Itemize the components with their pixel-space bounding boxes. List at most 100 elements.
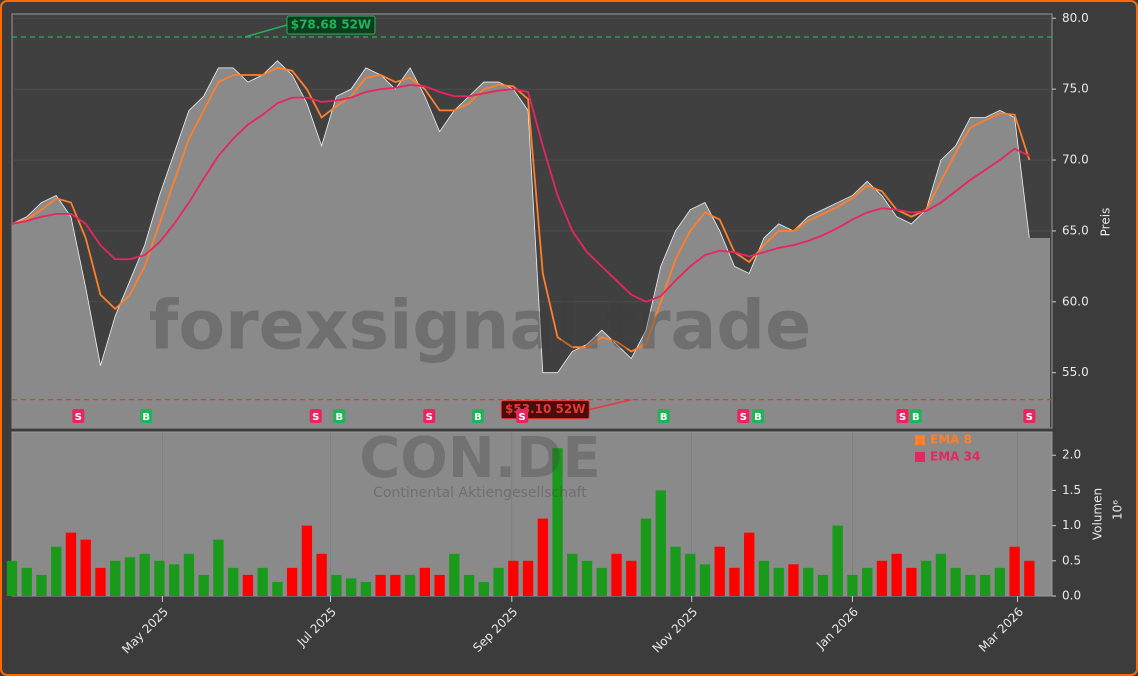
volume-bar [80, 539, 91, 596]
signal-marker [516, 409, 529, 423]
volume-bar [154, 560, 165, 596]
volume-bar [950, 567, 961, 596]
volume-bar [316, 553, 327, 596]
volume-bar [183, 553, 195, 596]
volume-bar [552, 448, 563, 596]
volume-bar [626, 560, 637, 596]
volume-bar [390, 574, 401, 596]
watermark-name: Continental Aktiengesellschaft [373, 485, 587, 501]
volume-bar [169, 564, 180, 596]
volume-bar [331, 574, 342, 596]
signal-marker [1023, 409, 1036, 423]
signal-label: S [75, 412, 82, 423]
volume-bar [906, 567, 917, 596]
signal-marker [657, 409, 670, 423]
y-axis-label: Preis [1099, 208, 1113, 237]
volume-bar [360, 581, 372, 596]
y-tick-label: 60.0 [1062, 294, 1089, 308]
volume-bar [51, 546, 62, 596]
signal-label: S [426, 412, 433, 423]
volume-bar [110, 560, 121, 596]
volume-bar [611, 553, 622, 596]
volume-bar [1024, 560, 1035, 596]
y-tick-label: 80.0 [1062, 11, 1089, 25]
volume-bar [257, 567, 268, 596]
volume-bar [729, 567, 740, 596]
volume-bar [965, 574, 976, 596]
y-tick-label: 70.0 [1062, 153, 1089, 167]
y-tick-label: 1.5 [1062, 483, 1081, 497]
volume-bar [478, 581, 489, 596]
signal-label: S [312, 412, 319, 423]
signal-label: S [519, 412, 526, 423]
ema-line [11, 83, 1030, 303]
y-tick-label: 75.0 [1062, 82, 1089, 96]
volume-bar [493, 567, 504, 596]
signal-label: B [912, 412, 920, 423]
volume-bar [832, 525, 843, 596]
volume-bar [744, 532, 755, 596]
signal-marker [333, 409, 346, 423]
volume-bar [862, 567, 873, 596]
annotation-arrow [244, 24, 288, 38]
legend-swatch [915, 435, 925, 445]
volume-bar [522, 560, 534, 596]
signal-label: B [660, 412, 668, 423]
volume-bar [21, 567, 32, 596]
volume-bar [803, 567, 814, 596]
y-axis-label: Volumen [1091, 488, 1105, 540]
volume-bar [375, 574, 386, 596]
y-tick-label: 0.0 [1062, 589, 1081, 603]
ema-line [11, 66, 1031, 353]
volume-bar [847, 574, 858, 596]
volume-bar [508, 560, 519, 596]
volume-bar [567, 553, 578, 596]
volume-bar [419, 567, 431, 596]
volume-bar [345, 578, 357, 596]
volume-bar [6, 560, 18, 596]
volume-bar [434, 574, 445, 596]
annotation-box [286, 15, 376, 35]
volume-bar [876, 560, 888, 596]
volume-bar [994, 567, 1006, 596]
volume-bar [95, 567, 106, 596]
volume-bar [670, 546, 681, 596]
volume-bar [213, 539, 224, 596]
area-fill [12, 60, 1050, 429]
volume-bar [655, 490, 666, 596]
volume-bar [581, 560, 593, 596]
volume-bar [449, 553, 460, 596]
y-tick-label: 2.0 [1062, 448, 1081, 462]
price-line [11, 60, 1030, 374]
volume-bar [242, 574, 254, 596]
signal-label: S [899, 412, 906, 423]
volume-bar [640, 518, 652, 596]
y-tick-label: 55.0 [1062, 365, 1089, 379]
volume-bar [817, 574, 829, 596]
volume-bar [65, 532, 77, 596]
signal-label: B [474, 412, 482, 423]
annotation-arrow [589, 398, 632, 411]
volume-bar [139, 553, 150, 596]
watermark: forexsignal.trade [149, 287, 811, 366]
volume-bar [301, 525, 313, 596]
volume-bar [286, 567, 298, 596]
volume-bar [891, 553, 902, 596]
signal-label: B [336, 412, 344, 423]
legend-label: EMA 8 [930, 433, 972, 447]
volume-bar [935, 553, 947, 596]
legend-swatch [915, 452, 925, 462]
volume-bar [773, 567, 784, 596]
signal-marker [72, 409, 85, 423]
legend-label: EMA 34 [930, 450, 980, 464]
signal-label: B [142, 412, 150, 423]
volume-bar [36, 574, 47, 596]
volume-bar [699, 564, 711, 596]
signal-marker [737, 409, 750, 423]
annotation-label: $78.68 52W [291, 17, 371, 31]
volume-bar [685, 553, 696, 596]
volume-bar [758, 560, 770, 596]
volume-bar [1009, 546, 1020, 596]
volume-bar [463, 574, 475, 596]
